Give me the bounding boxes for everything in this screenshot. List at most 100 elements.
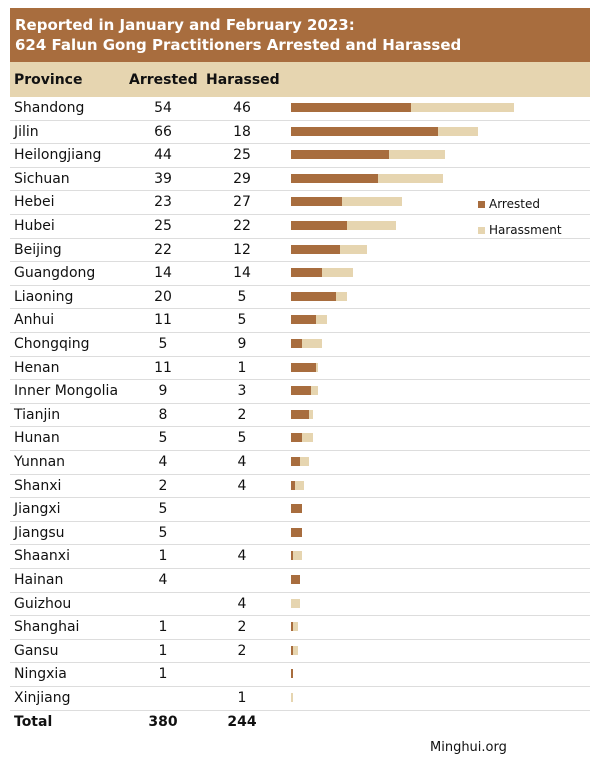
table-row: Jiangsu 5 bbox=[10, 522, 590, 546]
legend-swatch-harassed bbox=[478, 227, 485, 234]
bar-harassed bbox=[315, 362, 318, 372]
arrested-value: 22 bbox=[154, 241, 172, 258]
harassed-value: 5 bbox=[237, 430, 247, 447]
table-row: Beijing 22 12 bbox=[10, 239, 590, 263]
table-row: Jilin 66 18 bbox=[10, 121, 590, 145]
arrested-value: 1 bbox=[158, 642, 168, 659]
province-name: Hebei bbox=[14, 194, 55, 211]
province-name: Inner Mongolia bbox=[14, 383, 119, 400]
province-name: Yunnan bbox=[14, 454, 66, 470]
bar-harassed bbox=[308, 409, 314, 419]
bar-harassed bbox=[293, 645, 298, 655]
bar-arrested bbox=[291, 645, 294, 655]
table-row: Anhui 11 5 bbox=[10, 309, 590, 333]
row-divider bbox=[10, 473, 590, 475]
total-harassed: 244 bbox=[227, 714, 257, 730]
legend-swatch-arrested bbox=[478, 201, 485, 208]
province-name: Sichuan bbox=[14, 170, 70, 187]
harassed-value: 29 bbox=[233, 170, 251, 187]
bar-arrested bbox=[291, 480, 296, 490]
table-row: Shanxi 2 4 bbox=[10, 475, 590, 499]
legend-label: Arrested bbox=[489, 197, 540, 211]
harassed-value: 12 bbox=[233, 241, 251, 258]
bar-arrested bbox=[291, 669, 294, 679]
header-province: Province bbox=[14, 72, 83, 88]
legend-harassed: Harassment bbox=[478, 223, 562, 237]
bar-harassed bbox=[342, 197, 403, 207]
bar-harassed bbox=[302, 433, 314, 443]
header-row: Province Arrested Harassed bbox=[10, 62, 590, 97]
bar-arrested bbox=[291, 362, 316, 372]
harassed-value: 25 bbox=[233, 147, 251, 164]
harassed-value: 4 bbox=[237, 595, 247, 612]
bar-arrested bbox=[291, 622, 294, 632]
row-divider bbox=[10, 544, 590, 546]
arrested-value: 20 bbox=[154, 288, 172, 305]
harassed-value: 18 bbox=[233, 123, 251, 140]
province-name: Heilongjiang bbox=[14, 147, 102, 164]
row-divider bbox=[10, 615, 590, 617]
table-row: Heilongjiang 44 25 bbox=[10, 144, 590, 168]
harassed-value: 4 bbox=[237, 477, 247, 494]
arrested-value: 44 bbox=[154, 147, 172, 164]
bar-harassed bbox=[389, 150, 445, 160]
row-divider bbox=[10, 119, 590, 121]
province-name: Beijing bbox=[14, 241, 62, 258]
arrested-value: 5 bbox=[158, 501, 168, 518]
arrested-value: 54 bbox=[154, 100, 172, 116]
province-name: Shanghai bbox=[14, 619, 80, 636]
province-name: Shaanxi bbox=[14, 548, 70, 565]
arrested-value: 1 bbox=[158, 619, 168, 636]
bar-harassed bbox=[293, 551, 303, 561]
bar-arrested bbox=[291, 197, 343, 207]
row-divider bbox=[10, 143, 590, 145]
row-divider bbox=[10, 685, 590, 687]
arrested-value: 23 bbox=[154, 194, 172, 211]
bar-arrested bbox=[291, 339, 303, 348]
harassed-value: 2 bbox=[237, 406, 247, 423]
arrested-value: 1 bbox=[158, 666, 168, 683]
title-line-1: Reported in January and February 2023: bbox=[15, 16, 355, 34]
province-name: Henan bbox=[14, 359, 60, 376]
row-divider bbox=[10, 261, 590, 263]
harassed-value: 4 bbox=[237, 454, 247, 470]
harassed-value: 9 bbox=[237, 336, 247, 352]
bar-harassed bbox=[411, 103, 514, 112]
harassed-value: 2 bbox=[237, 642, 247, 659]
table-row: Chongqing 5 9 bbox=[10, 333, 590, 357]
row-divider bbox=[10, 213, 590, 215]
legend-label: Harassment bbox=[489, 223, 562, 237]
bar-harassed bbox=[302, 339, 323, 348]
province-name: Ningxia bbox=[14, 666, 67, 683]
source-label: Minghui.org bbox=[430, 740, 507, 755]
province-name: Tianjin bbox=[14, 406, 61, 423]
table-row: Henan 11 1 bbox=[10, 357, 590, 381]
bar-harassed bbox=[291, 693, 294, 702]
row-divider bbox=[10, 638, 590, 640]
table-row: Hainan 4 bbox=[10, 569, 590, 593]
bar-harassed bbox=[315, 315, 327, 325]
row-divider bbox=[10, 331, 590, 333]
bar-harassed bbox=[293, 622, 298, 632]
row-divider bbox=[10, 567, 590, 569]
table-row: Ningxia 1 bbox=[10, 663, 590, 687]
harassed-value: 1 bbox=[237, 690, 247, 706]
table-row: Guangdong 14 14 bbox=[10, 262, 590, 286]
bar-arrested bbox=[291, 457, 300, 466]
bar-arrested bbox=[291, 268, 323, 278]
table-row: Hebei 23 27 bbox=[10, 191, 590, 215]
harassed-value: 27 bbox=[233, 194, 251, 211]
province-name: Hunan bbox=[14, 430, 60, 447]
row-divider bbox=[10, 520, 590, 522]
province-name: Hubei bbox=[14, 218, 55, 234]
bar-arrested bbox=[291, 386, 312, 396]
header-harassed: Harassed bbox=[206, 72, 280, 88]
legend-arrested: Arrested bbox=[478, 197, 540, 211]
bar-arrested bbox=[291, 173, 378, 183]
arrested-value: 25 bbox=[154, 218, 172, 234]
harassed-value: 4 bbox=[237, 548, 247, 565]
bar-arrested bbox=[291, 551, 294, 561]
row-divider bbox=[10, 166, 590, 168]
bar-arrested bbox=[291, 315, 316, 325]
row-divider bbox=[10, 497, 590, 499]
